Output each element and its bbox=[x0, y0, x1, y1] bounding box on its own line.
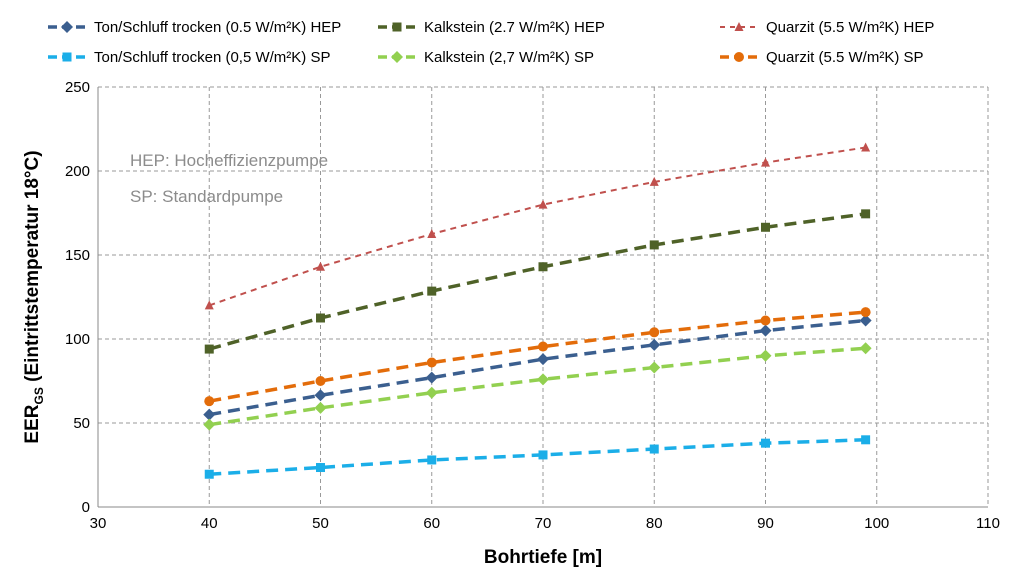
data-point bbox=[203, 418, 216, 431]
data-point bbox=[760, 315, 771, 326]
legend-label: Ton/Schluff trocken (0.5 W/m²K) HEP bbox=[94, 19, 341, 36]
series-group bbox=[203, 142, 872, 479]
legend-item: Ton/Schluff trocken (0,5 W/m²K) SP bbox=[48, 49, 330, 66]
x-tick-label: 80 bbox=[646, 515, 663, 532]
x-tick-label: 70 bbox=[535, 515, 552, 532]
data-point bbox=[425, 386, 438, 399]
y-axis-label: EERGS (Eintrittstemperatur 18°C) bbox=[22, 150, 46, 443]
series-4 bbox=[204, 435, 871, 479]
data-point bbox=[204, 344, 214, 354]
legend-marker bbox=[734, 52, 744, 62]
data-point bbox=[204, 469, 214, 479]
data-point bbox=[859, 314, 872, 327]
data-point bbox=[761, 438, 770, 448]
data-point bbox=[316, 313, 325, 323]
x-axis-label: Bohrtiefe [m] bbox=[484, 547, 602, 568]
legend-marker bbox=[734, 22, 744, 31]
annotation-sp: SP: Standardpumpe bbox=[130, 187, 283, 206]
data-point bbox=[314, 389, 327, 402]
data-point bbox=[537, 353, 549, 366]
legend-label: Kalkstein (2.7 W/m²K) HEP bbox=[424, 19, 605, 36]
data-point bbox=[538, 450, 548, 460]
data-point bbox=[649, 240, 659, 250]
y-axis-label-rest: (Eintrittstemperatur 18°C) bbox=[22, 150, 43, 387]
y-tick-label: 150 bbox=[65, 247, 90, 264]
y-axis-label-main: EER bbox=[22, 404, 43, 443]
legend-label: Kalkstein (2,7 W/m²K) SP bbox=[424, 49, 594, 66]
y-tick-label: 0 bbox=[82, 499, 90, 516]
data-point bbox=[859, 342, 872, 355]
data-point bbox=[204, 396, 215, 407]
data-point bbox=[538, 199, 548, 209]
legend-marker bbox=[62, 52, 72, 62]
data-point bbox=[427, 229, 437, 238]
legend-label: Quarzit (5.5 W/m²K) SP bbox=[766, 49, 924, 66]
data-point bbox=[649, 327, 660, 338]
series-2 bbox=[204, 209, 871, 354]
data-point bbox=[315, 376, 326, 386]
data-point bbox=[649, 176, 659, 186]
annotation-hep: HEP: Hocheffizienzpumpe bbox=[130, 151, 328, 170]
data-point bbox=[648, 338, 661, 351]
y-tick-label: 200 bbox=[65, 163, 90, 180]
data-point bbox=[427, 455, 437, 465]
data-point bbox=[425, 371, 438, 384]
series-6 bbox=[204, 307, 871, 407]
data-point bbox=[538, 262, 548, 272]
legend-marker bbox=[391, 51, 403, 63]
legend: Ton/Schluff trocken (0.5 W/m²K) HEP Kalks… bbox=[48, 19, 934, 66]
data-point bbox=[761, 222, 770, 232]
data-point bbox=[648, 361, 661, 374]
data-point bbox=[761, 157, 770, 167]
data-point bbox=[649, 444, 659, 454]
data-point bbox=[759, 349, 772, 362]
series-5 bbox=[203, 342, 872, 431]
y-tick-label: 250 bbox=[65, 79, 90, 96]
data-point bbox=[426, 357, 437, 368]
data-point bbox=[427, 286, 437, 296]
x-tick-label: 110 bbox=[976, 515, 1000, 532]
y-axis-label-sub: GS bbox=[32, 387, 46, 404]
x-tick-label: 60 bbox=[423, 515, 440, 532]
x-tick-label: 90 bbox=[757, 515, 774, 532]
data-point bbox=[861, 435, 871, 445]
legend-marker bbox=[392, 22, 402, 32]
legend-item: Quarzit (5.5 W/m²K) HEP bbox=[720, 19, 934, 36]
x-tick-label: 100 bbox=[864, 515, 889, 532]
data-point bbox=[204, 300, 214, 310]
data-point bbox=[537, 373, 549, 386]
series-3 bbox=[204, 142, 871, 310]
legend-marker bbox=[61, 21, 73, 33]
x-tick-label: 30 bbox=[90, 515, 107, 532]
legend-label: Ton/Schluff trocken (0,5 W/m²K) SP bbox=[94, 49, 330, 66]
axes: 30 40 50 60 70 80 90 100 110 0 50 100 150 200 250 bbox=[65, 79, 1000, 532]
legend-item: Kalkstein (2.7 W/m²K) HEP bbox=[378, 19, 605, 36]
data-point bbox=[759, 324, 772, 337]
legend-item: Quarzit (5.5 W/m²K) SP bbox=[720, 49, 924, 66]
data-point bbox=[316, 261, 325, 271]
series-1 bbox=[203, 314, 872, 421]
data-point bbox=[314, 401, 327, 414]
data-point bbox=[203, 408, 216, 421]
data-point bbox=[861, 209, 871, 219]
data-point bbox=[316, 463, 325, 473]
legend-label: Quarzit (5.5 W/m²K) HEP bbox=[766, 19, 934, 36]
data-point bbox=[861, 142, 871, 152]
y-tick-label: 100 bbox=[65, 331, 90, 348]
legend-item: Kalkstein (2,7 W/m²K) SP bbox=[378, 49, 594, 66]
data-point bbox=[860, 307, 871, 318]
y-tick-label: 50 bbox=[73, 415, 90, 432]
x-tick-label: 40 bbox=[201, 515, 218, 532]
legend-item: Ton/Schluff trocken (0.5 W/m²K) HEP bbox=[48, 19, 341, 36]
x-tick-label: 50 bbox=[312, 515, 329, 532]
data-point bbox=[538, 341, 548, 352]
